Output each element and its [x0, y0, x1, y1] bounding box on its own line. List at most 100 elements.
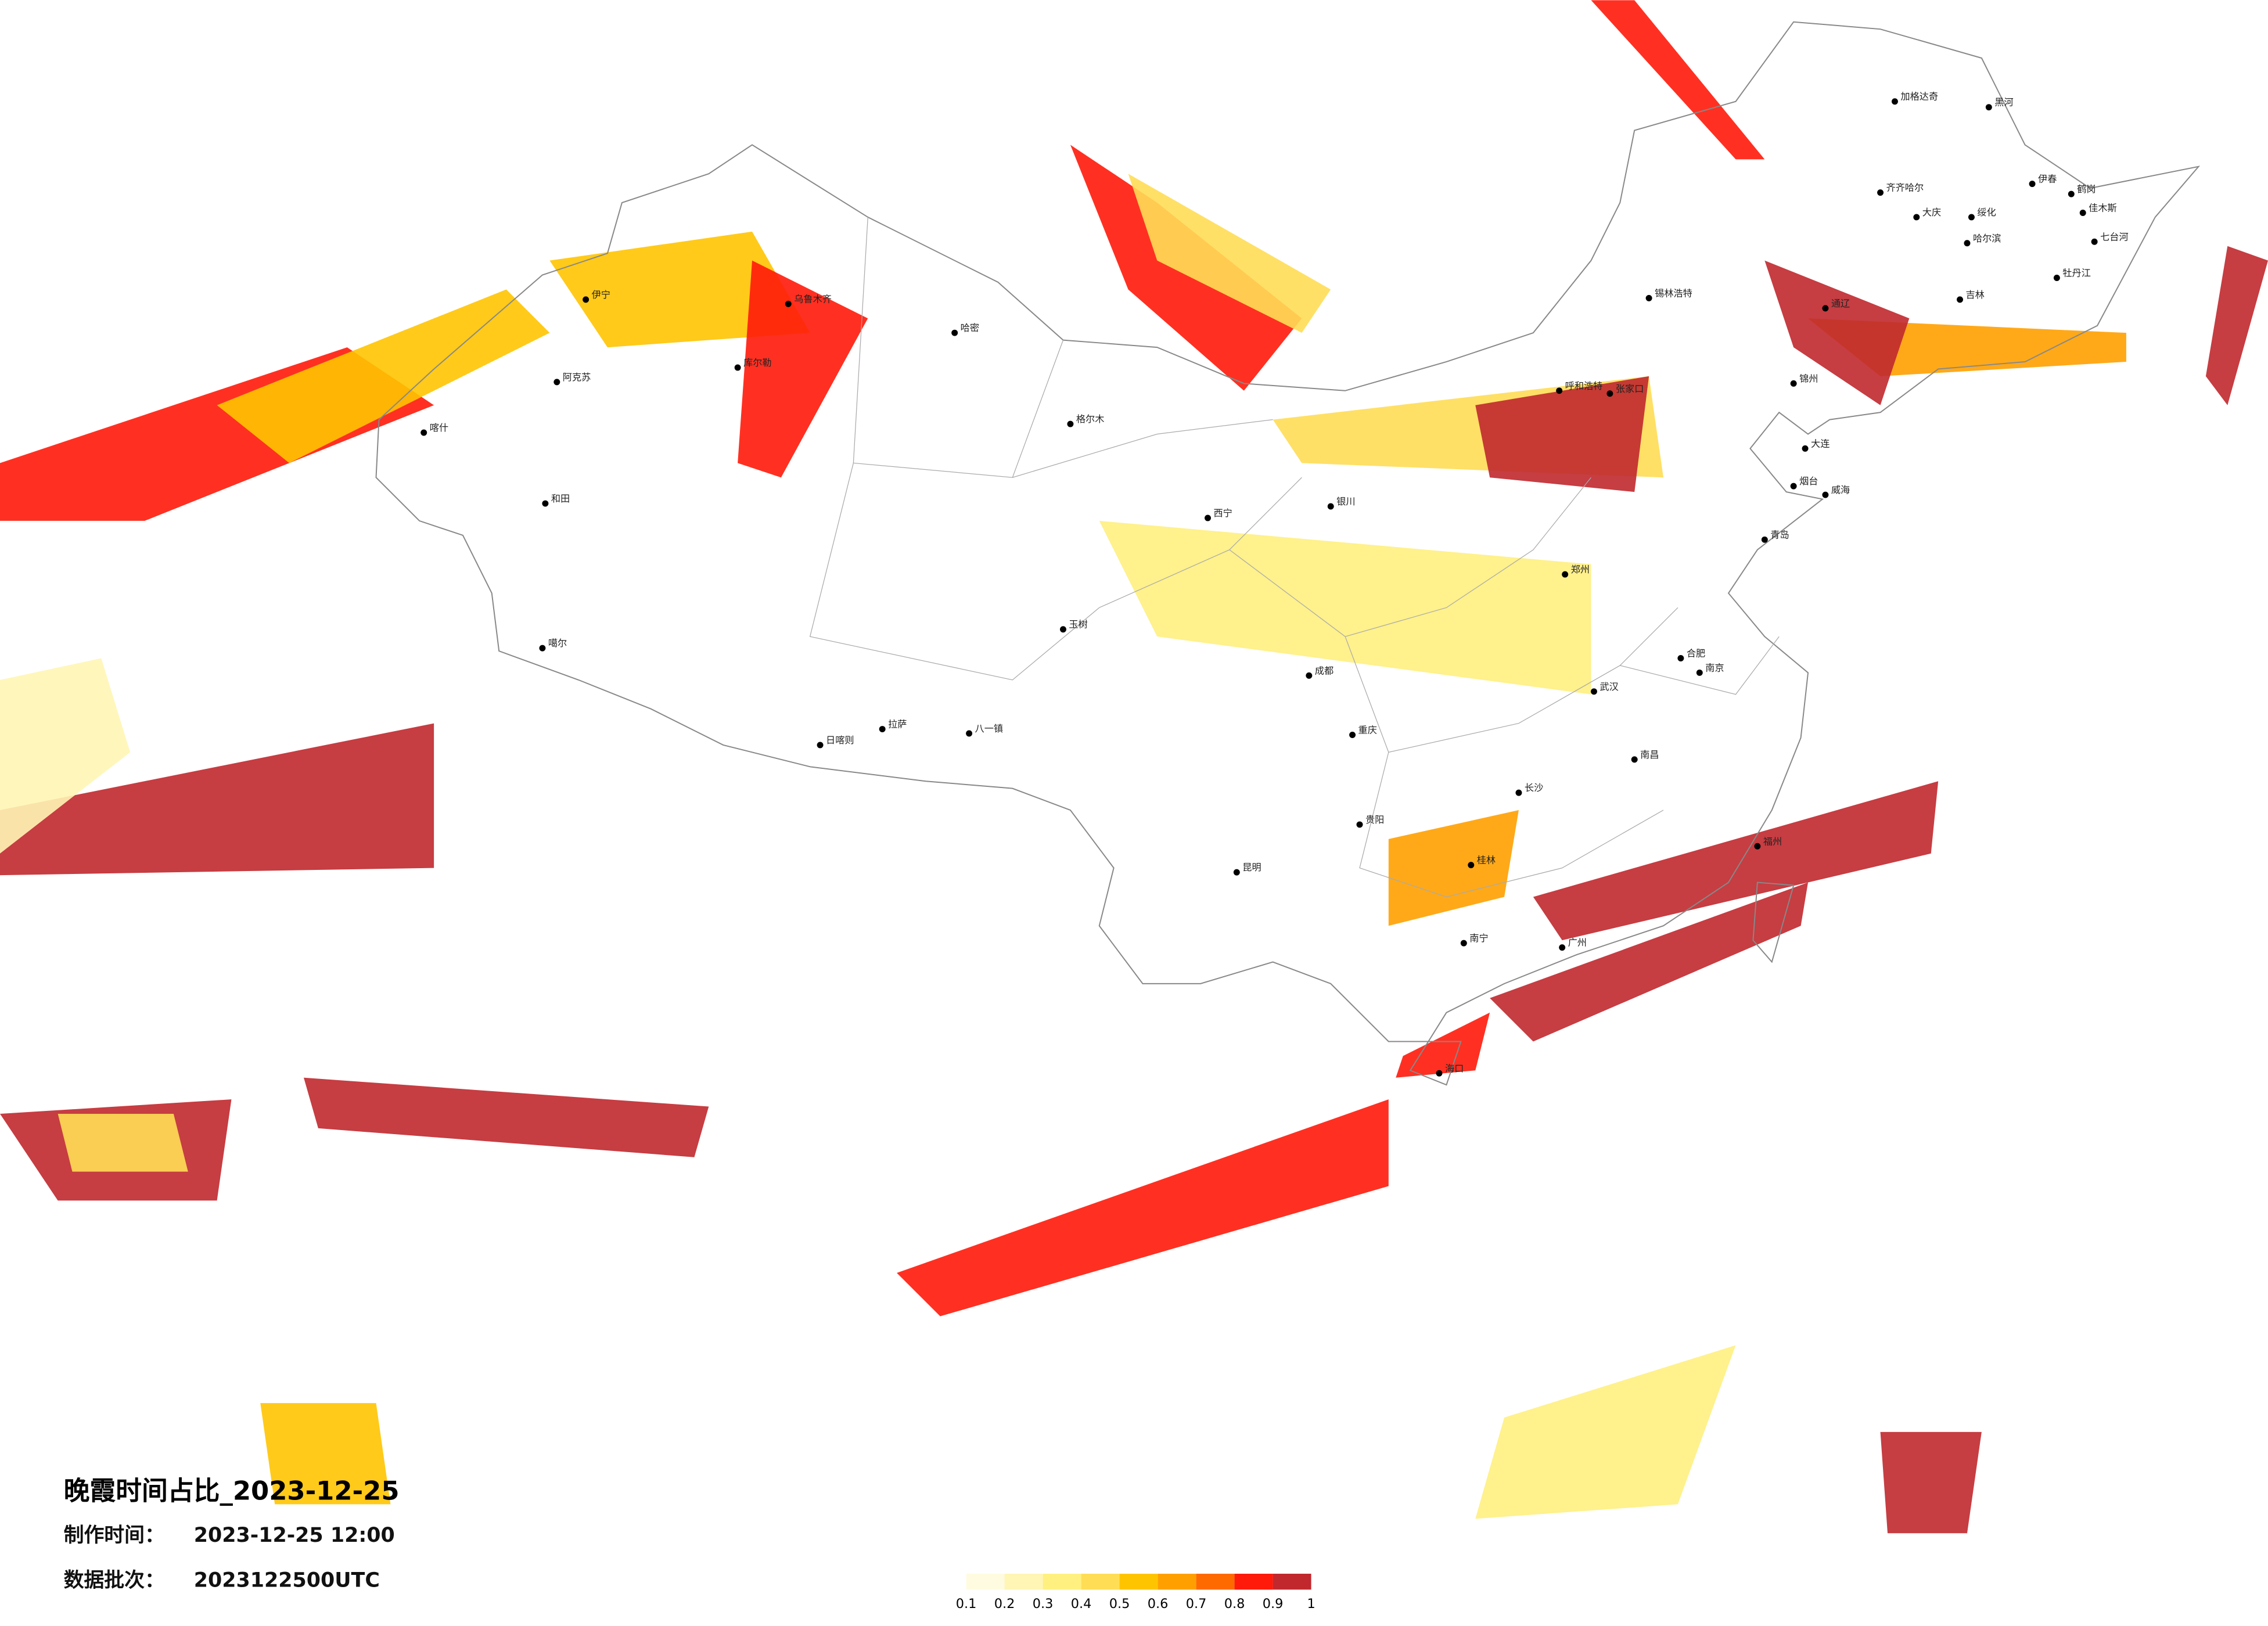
city-dot — [1696, 669, 1703, 676]
city-dot — [1645, 294, 1652, 301]
city-label: 拉萨 — [888, 719, 907, 730]
city-label: 七台河 — [2100, 231, 2129, 242]
city-label: 张家口 — [1616, 383, 1644, 394]
heat-patch — [0, 723, 434, 876]
city-dot — [1891, 98, 1898, 105]
city-label: 和田 — [551, 493, 570, 504]
city-label: 喀什 — [430, 422, 448, 433]
info-label: 数据批次： — [64, 1569, 165, 1592]
heat-patch — [303, 1077, 709, 1157]
city-label: 阿克苏 — [563, 372, 591, 383]
heat-patch — [1490, 882, 1809, 1042]
city-dot — [2091, 238, 2098, 245]
city-dot — [1562, 571, 1569, 578]
legend-swatch — [1196, 1573, 1235, 1590]
legend-swatch — [1273, 1573, 1311, 1590]
city-label: 桂林 — [1477, 855, 1496, 866]
info-value: 2023122500UTC — [194, 1569, 380, 1592]
city-dot — [1067, 420, 1074, 427]
city-label: 南京 — [1705, 662, 1724, 673]
heat-patch — [1475, 1345, 1736, 1519]
city-label: 南昌 — [1640, 749, 1659, 760]
city-dot — [1822, 491, 1829, 498]
city-dot — [1968, 214, 1975, 221]
city-dot — [951, 329, 958, 336]
city-dot — [1754, 843, 1761, 850]
city-label: 南宁 — [1469, 933, 1488, 944]
city-dot — [2068, 190, 2075, 197]
city-dot — [879, 726, 886, 733]
city-label: 伊宁 — [592, 289, 610, 300]
city-dot — [1985, 104, 1992, 111]
city-dot — [1468, 862, 1475, 869]
city-label: 库尔勒 — [743, 357, 772, 368]
city-dot — [1327, 503, 1334, 510]
city-label: 合肥 — [1687, 648, 1705, 659]
city-dot — [1205, 515, 1211, 521]
legend-swatch — [1043, 1573, 1081, 1590]
heat-patch — [1099, 520, 1591, 695]
city-label: 伊春 — [2038, 174, 2057, 185]
info-label: 制作时间： — [64, 1524, 165, 1547]
heat-patch — [1533, 781, 1939, 941]
legend-tick-label: 0.6 — [1148, 1596, 1169, 1611]
city-dot — [1677, 655, 1684, 662]
city-dot — [1590, 688, 1597, 695]
city-dot — [785, 300, 792, 307]
city-label: 格尔木 — [1076, 413, 1105, 425]
legend-tick-label: 1 — [1307, 1596, 1315, 1611]
heat-patch — [738, 260, 868, 478]
city-dot — [1556, 387, 1563, 394]
city-dot — [420, 429, 427, 436]
city-dot — [539, 645, 546, 652]
city-dot — [583, 296, 590, 303]
city-dot — [1631, 756, 1638, 763]
legend-swatch — [1234, 1573, 1273, 1590]
city-label: 玉树 — [1069, 619, 1087, 630]
legend-swatch — [1004, 1573, 1043, 1590]
legend-tick-label: 0.9 — [1263, 1596, 1284, 1611]
city-dot — [2029, 181, 2036, 188]
city-label: 广州 — [1568, 937, 1587, 948]
city-label: 吉林 — [1965, 289, 1984, 300]
city-dot — [1964, 240, 1971, 247]
legend-swatch — [966, 1573, 1005, 1590]
city-dot — [1761, 536, 1768, 543]
city-dot — [1559, 944, 1566, 951]
heat-patch — [1764, 260, 1910, 405]
city-label: 佳木斯 — [2089, 202, 2117, 213]
city-label: 烟台 — [1799, 476, 1818, 487]
city-label: 黑河 — [1994, 97, 2013, 108]
city-dot — [1877, 189, 1884, 196]
city-dot — [1306, 672, 1313, 679]
heat-patch — [1388, 810, 1519, 926]
legend-swatch — [1081, 1573, 1120, 1590]
legend-tick-label: 0.2 — [994, 1596, 1015, 1611]
city-label: 郑州 — [1571, 564, 1590, 575]
city-label: 重庆 — [1358, 725, 1377, 736]
city-dot — [1790, 380, 1797, 387]
city-label: 海口 — [1445, 1063, 1464, 1074]
city-dot — [1233, 869, 1240, 876]
map-title: 晚霞时间占比_2023-12-25 — [64, 1476, 400, 1506]
heat-patch — [549, 231, 810, 348]
city-label: 长沙 — [1525, 782, 1543, 793]
city-label: 呼和浩特 — [1565, 380, 1603, 391]
city-label: 齐齐哈尔 — [1886, 182, 1924, 193]
city-dot — [542, 500, 549, 507]
heat-patch — [1475, 376, 1649, 492]
city-label: 成都 — [1315, 665, 1334, 676]
city-label: 乌鲁木齐 — [794, 293, 832, 304]
info-value: 2023-12-25 12:00 — [194, 1524, 395, 1547]
city-dot — [2053, 275, 2060, 282]
city-dot — [1460, 940, 1467, 947]
heat-patch — [57, 1114, 188, 1172]
city-label: 福州 — [1763, 836, 1782, 847]
legend-tick-label: 0.8 — [1224, 1596, 1245, 1611]
heat-patch — [260, 1403, 391, 1505]
city-dot — [1436, 1070, 1443, 1077]
city-dot — [1349, 732, 1356, 738]
